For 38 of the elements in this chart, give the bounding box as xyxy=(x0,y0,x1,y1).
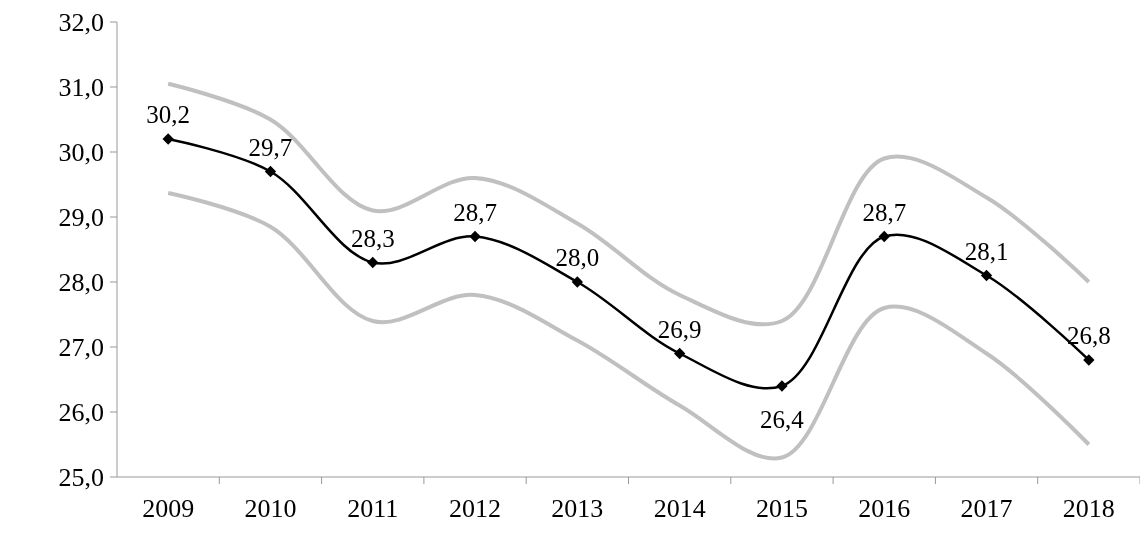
data-label: 28,7 xyxy=(453,198,497,226)
point xyxy=(571,276,584,288)
data-label: 30,2 xyxy=(146,101,191,128)
x-tick-label: 2012 xyxy=(449,494,502,523)
point xyxy=(776,380,788,392)
point xyxy=(162,133,174,145)
data-label: 26,8 xyxy=(1066,322,1111,349)
x-tick-label: 2018 xyxy=(1062,494,1115,523)
data-label: 29,7 xyxy=(248,133,293,161)
point xyxy=(980,269,993,282)
point xyxy=(1083,354,1095,366)
x-tick-label: 2016 xyxy=(858,494,911,523)
y-tick-label: 31,0 xyxy=(58,73,104,103)
data-label: 28,7 xyxy=(862,198,907,226)
point xyxy=(264,165,277,178)
data-label: 26,4 xyxy=(760,406,805,433)
y-tick-label: 28,0 xyxy=(58,268,104,298)
y-tick-label: 25,0 xyxy=(58,463,104,493)
x-tick-label: 2011 xyxy=(347,494,399,523)
y-tick-label: 27,0 xyxy=(58,333,104,363)
x-tick-label: 2015 xyxy=(755,494,808,523)
point xyxy=(367,256,379,269)
y-tick-label: 30,0 xyxy=(58,138,104,168)
data-label: 28,3 xyxy=(350,224,395,252)
data-label: 28,0 xyxy=(555,244,600,271)
point xyxy=(673,347,686,360)
data-label: 26,9 xyxy=(657,315,702,343)
point xyxy=(469,230,481,243)
x-tick-label: 2013 xyxy=(551,494,604,523)
y-tick-label: 29,0 xyxy=(58,203,104,233)
x-tick-label: 2010 xyxy=(244,494,297,523)
x-tick-label: 2014 xyxy=(653,494,706,523)
point xyxy=(878,230,890,243)
x-tick-label: 2017 xyxy=(960,494,1013,523)
data-label: 28,1 xyxy=(964,237,1009,265)
y-tick-label: 32,0 xyxy=(58,8,104,38)
y-tick-label: 26,0 xyxy=(58,398,104,428)
x-tick-label: 2009 xyxy=(142,494,195,523)
